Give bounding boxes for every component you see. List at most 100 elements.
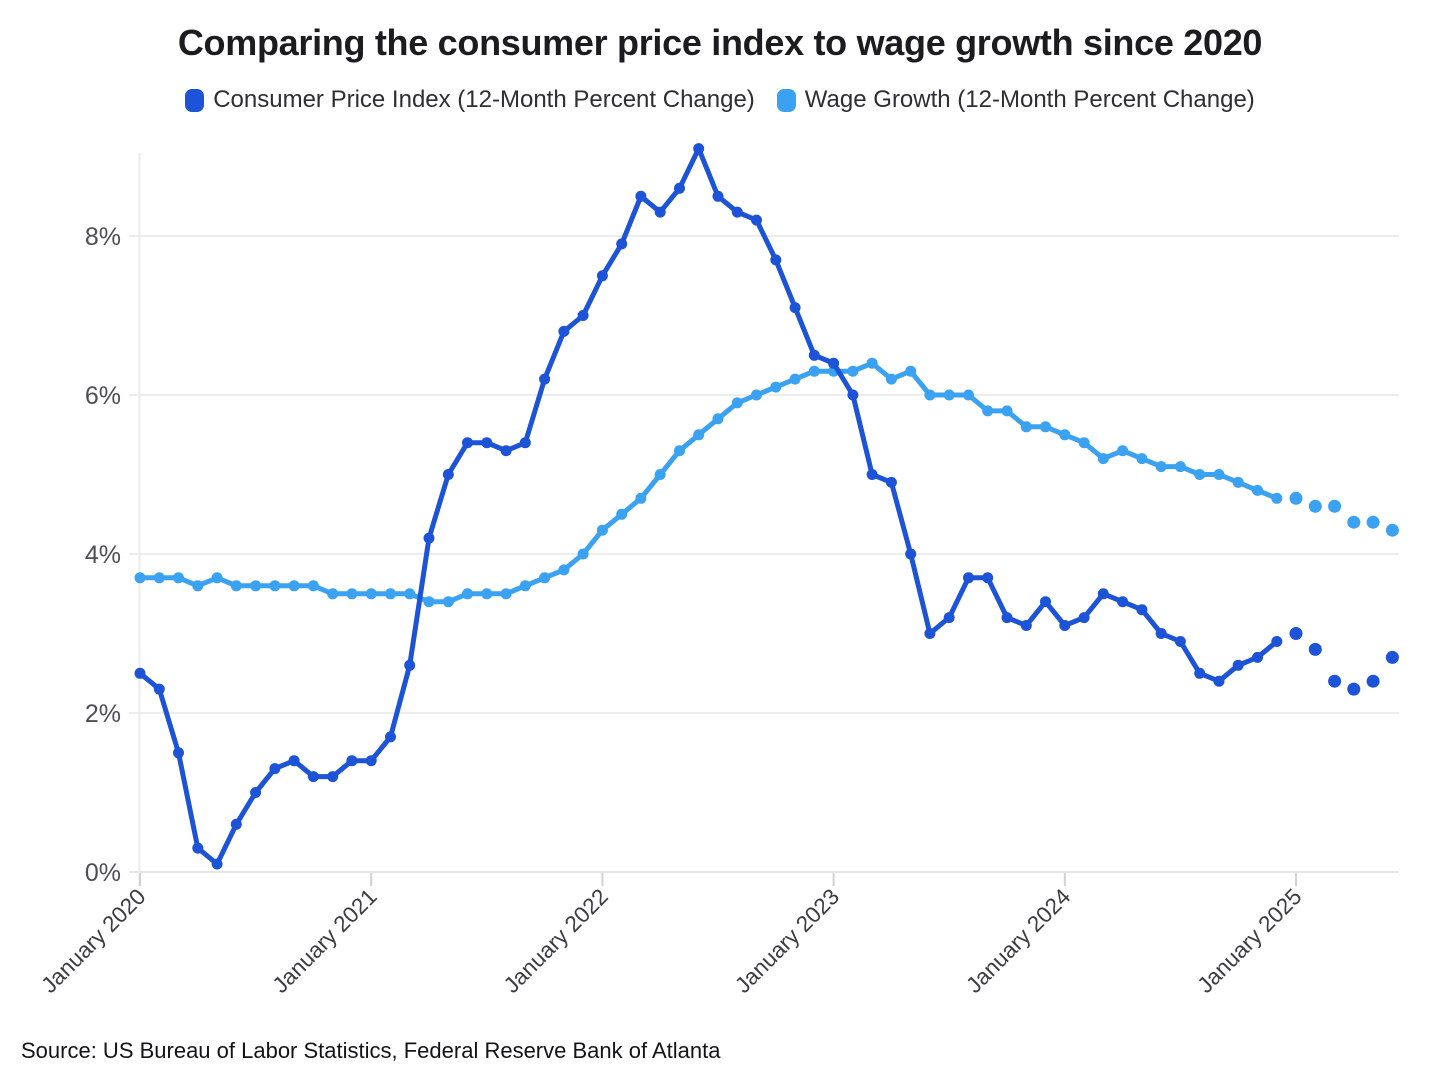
y-axis-tick-label: 2% — [85, 700, 121, 728]
wage-data-point — [1366, 515, 1380, 529]
source-note: Source: US Bureau of Labor Statistics, F… — [21, 1038, 721, 1063]
cpi-data-point — [770, 254, 782, 266]
cpi-data-point — [577, 310, 589, 321]
wage-data-point — [365, 588, 377, 600]
cpi-legend-label: Consumer Price Index (12-Month Percent C… — [213, 86, 755, 113]
cpi-data-point — [327, 771, 339, 783]
wage-data-point — [1097, 453, 1109, 465]
cpi-data-point — [558, 325, 570, 337]
cpi-data-point — [885, 476, 897, 488]
cpi-data-point — [153, 683, 165, 695]
wage-data-point — [307, 580, 319, 592]
cpi-data-point — [211, 858, 223, 870]
cpi-data-point — [404, 659, 416, 671]
cpi-data-point — [500, 445, 512, 457]
wage-data-point — [943, 389, 955, 401]
x-axis-tick-label: January 2022 — [499, 884, 613, 998]
y-axis-tick-label: 0% — [85, 859, 121, 887]
cpi-data-point — [1328, 674, 1342, 688]
wage-data-point — [866, 357, 878, 369]
cpi-data-point — [1059, 620, 1071, 631]
x-axis-tick-label: January 2020 — [36, 884, 150, 998]
wage-data-point — [134, 572, 146, 584]
wage-data-point — [1040, 421, 1051, 433]
wage-data-point — [500, 588, 512, 600]
cpi-data-point — [731, 206, 743, 218]
wage-data-point — [885, 373, 897, 385]
wage-legend-label: Wage Growth (12-Month Percent Change) — [804, 86, 1255, 113]
cpi-data-point — [635, 190, 647, 202]
wage-data-point — [211, 572, 223, 584]
cpi-legend-swatch-icon — [185, 88, 205, 112]
cpi-series — [134, 143, 1399, 870]
wage-data-point — [1385, 523, 1399, 537]
cpi-data-point — [1194, 667, 1206, 679]
cpi-wage-line-chart: 0% 2% 4% 6% 8% January 2020 January 2021 Januar… — [36, 143, 1399, 998]
legend-item-wage: Wage Growth (12-Month Percent Change) — [776, 86, 1255, 114]
wage-legend-swatch-icon — [776, 88, 796, 112]
wage-data-point — [173, 572, 184, 584]
cpi-data-point — [866, 469, 878, 480]
cpi-data-point — [519, 437, 531, 449]
chart-title: Comparing the consumer price index to wa… — [177, 22, 1263, 63]
data-series — [134, 143, 1399, 870]
wage-data-point — [577, 548, 589, 560]
cpi-data-point — [674, 182, 685, 194]
legend-item-cpi: Consumer Price Index (12-Month Percent C… — [185, 86, 755, 114]
wage-data-point — [982, 405, 994, 417]
wage-data-point — [905, 365, 917, 377]
cpi-data-point — [808, 349, 820, 361]
wage-data-point — [1136, 453, 1148, 465]
cpi-data-point — [1174, 636, 1186, 647]
cpi-data-point — [423, 532, 435, 544]
cpi-data-point — [693, 143, 705, 155]
cpi-data-point — [288, 755, 300, 767]
x-axis-tick-label: January 2023 — [730, 884, 844, 998]
wage-data-point — [674, 445, 685, 457]
gridlines — [129, 153, 1399, 886]
cpi-data-point — [943, 612, 955, 624]
x-axis-tick-label: January 2021 — [268, 884, 382, 998]
cpi-data-point — [1117, 596, 1129, 608]
wage-data-point — [712, 413, 724, 425]
cpi-data-point — [596, 270, 608, 282]
wage-data-point — [924, 389, 936, 401]
cpi-data-point — [385, 731, 396, 743]
wage-data-point — [327, 588, 339, 600]
wage-data-point — [481, 588, 493, 600]
wage-data-point — [616, 508, 628, 520]
wage-data-point — [1252, 484, 1263, 496]
cpi-data-point — [828, 357, 840, 369]
wage-data-point — [596, 524, 608, 536]
wage-data-point — [423, 596, 435, 608]
wage-data-point — [288, 580, 300, 592]
wage-data-point — [963, 389, 974, 401]
cpi-data-point — [751, 214, 762, 226]
cpi-data-point — [1001, 612, 1013, 624]
wage-data-point — [1347, 515, 1361, 529]
wage-data-point — [751, 389, 762, 401]
wage-data-point — [1271, 492, 1283, 504]
wage-data-point — [558, 564, 570, 576]
wage-data-point — [1232, 476, 1244, 488]
cpi-data-point — [847, 389, 859, 401]
wage-data-point — [1059, 429, 1071, 441]
wage-data-point — [250, 580, 262, 592]
wage-data-point — [693, 429, 705, 441]
cpi-data-point — [1308, 642, 1322, 656]
cpi-data-point — [712, 190, 724, 202]
x-axis-tick-label: January 2025 — [1192, 884, 1306, 998]
cpi-data-point — [269, 763, 281, 775]
cpi-data-point — [1385, 650, 1399, 664]
y-axis-tick-label: 8% — [85, 223, 121, 251]
y-axis-tick-label: 4% — [85, 541, 121, 569]
wage-data-point — [1174, 461, 1186, 473]
cpi-data-point — [346, 755, 358, 767]
wage-data-point — [1020, 421, 1032, 433]
cpi-data-point — [192, 842, 204, 854]
wage-data-point — [635, 492, 647, 504]
wage-data-point — [808, 365, 820, 377]
cpi-data-point — [365, 755, 377, 767]
cpi-data-point — [982, 572, 994, 584]
